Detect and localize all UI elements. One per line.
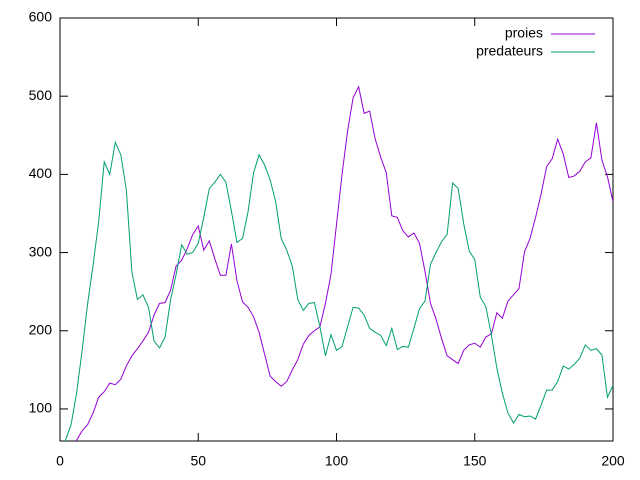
legend-label: proies xyxy=(505,25,543,41)
y-tick-label: 100 xyxy=(29,400,53,416)
y-tick-label: 400 xyxy=(29,165,53,181)
plot-border xyxy=(59,17,614,442)
series-line xyxy=(75,85,613,441)
plot-area xyxy=(64,85,613,441)
y-tick-label: 500 xyxy=(29,87,53,103)
x-tick-label: 100 xyxy=(325,453,349,469)
series-line xyxy=(64,140,613,441)
legend-label: predateurs xyxy=(476,43,543,59)
y-tick-label: 600 xyxy=(29,9,53,25)
x-tick-label: 50 xyxy=(190,453,206,469)
x-tick-label: 0 xyxy=(56,453,64,469)
y-tick-label: 300 xyxy=(29,243,53,259)
x-tick-label: 150 xyxy=(463,453,487,469)
x-tick-label: 200 xyxy=(601,453,625,469)
y-tick-label: 200 xyxy=(29,321,53,337)
